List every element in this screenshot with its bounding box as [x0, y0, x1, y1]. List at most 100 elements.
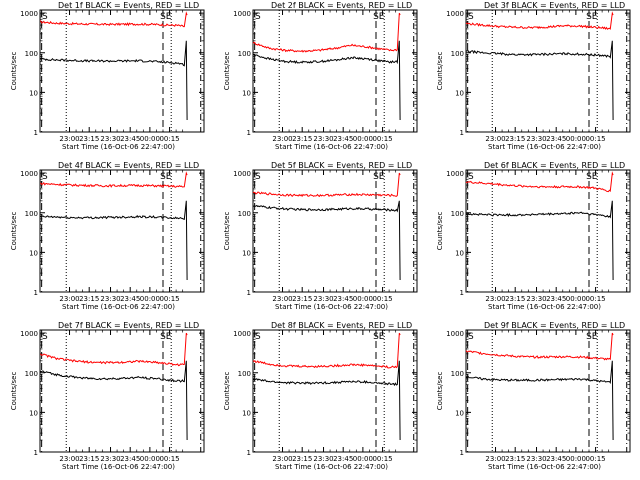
y-tick-label: 10 — [29, 409, 38, 417]
chart-panel-3: Det 3f BLACK = Events, RED = LLD 1 10 100 10… — [436, 1, 631, 151]
x-tick-label: 00:00 — [566, 295, 586, 303]
marker-start-label: S — [255, 12, 261, 22]
series-events-line — [252, 360, 401, 441]
y-tick-label: 100 — [451, 370, 464, 378]
y-axis-label: Counts/sec — [436, 372, 444, 411]
series-lld-line — [40, 171, 188, 188]
x-tick-label: 23:45 — [333, 295, 353, 303]
marker-end-label: SE — [586, 332, 598, 342]
series-lld-line — [252, 332, 401, 369]
y-axis-label: Counts/sec — [223, 52, 231, 91]
x-tick-label: 23:30 — [526, 455, 546, 463]
marker-end-label: SE — [373, 172, 385, 182]
chart-title: Det 8f BLACK = Events, RED = LLD — [271, 321, 412, 330]
x-tick-label: 23:30 — [100, 295, 120, 303]
marker-end-label: SE — [373, 332, 385, 342]
x-tick-label: 00:15 — [585, 135, 605, 143]
x-tick-label: 23:15 — [292, 295, 312, 303]
y-tick-label: 1000 — [446, 330, 464, 338]
marker-start-label: S — [42, 332, 48, 342]
x-tick-label: 23:45 — [546, 455, 566, 463]
chart-title: Det 7f BLACK = Events, RED = LLD — [58, 321, 199, 330]
y-tick-label: 1 — [247, 129, 251, 137]
y-tick-label: 10 — [242, 249, 251, 257]
y-axis-label: Counts/sec — [436, 52, 444, 91]
x-tick-label: 23:00 — [272, 295, 292, 303]
marker-start-label: S — [255, 332, 261, 342]
y-tick-label: 100 — [451, 210, 464, 218]
y-axis-label: Counts/sec — [436, 212, 444, 251]
x-axis-label: Start Time (16-Oct-06 22:47:00) — [275, 303, 388, 311]
y-tick-label: 10 — [242, 89, 251, 97]
series-lld-line — [40, 332, 188, 367]
x-tick-label: 23:45 — [120, 455, 140, 463]
x-tick-label: 00:15 — [585, 295, 605, 303]
x-tick-label: 23:15 — [79, 295, 99, 303]
x-tick-label: 00:00 — [353, 455, 373, 463]
x-tick-label: 23:00 — [59, 455, 79, 463]
x-axis-label: Start Time (16-Oct-06 22:47:00) — [62, 143, 175, 151]
y-tick-label: 100 — [25, 50, 38, 58]
x-tick-label: 23:30 — [526, 135, 546, 143]
chart-title: Det 6f BLACK = Events, RED = LLD — [484, 161, 625, 170]
x-tick-label: 00:15 — [159, 135, 179, 143]
y-axis-label: Counts/sec — [223, 372, 231, 411]
y-tick-label: 1 — [247, 289, 251, 297]
chart-title: Det 5f BLACK = Events, RED = LLD — [271, 161, 412, 170]
x-axis-label: Start Time (16-Oct-06 22:47:00) — [488, 303, 601, 311]
y-tick-label: 10 — [29, 249, 38, 257]
x-axis-label: Start Time (16-Oct-06 22:47:00) — [62, 463, 175, 471]
x-tick-label: 23:30 — [313, 135, 333, 143]
y-tick-label: 1 — [247, 449, 251, 457]
y-axis-label: Counts/sec — [223, 212, 231, 251]
x-tick-label: 23:30 — [313, 295, 333, 303]
x-tick-label: 23:00 — [272, 455, 292, 463]
marker-start-label: S — [42, 12, 48, 22]
x-tick-label: 23:00 — [485, 135, 505, 143]
x-tick-label: 23:30 — [526, 295, 546, 303]
x-tick-label: 00:15 — [159, 295, 179, 303]
chart-panel-5: Det 5f BLACK = Events, RED = LLD 1 10 100 10… — [223, 161, 418, 311]
series-lld-line — [252, 172, 401, 198]
y-axis-label: Counts/sec — [10, 372, 18, 411]
x-tick-label: 23:15 — [292, 135, 312, 143]
marker-start-label: S — [42, 172, 48, 182]
series-events-line — [465, 40, 614, 121]
x-tick-label: 00:00 — [140, 135, 160, 143]
y-tick-label: 100 — [238, 210, 251, 218]
marker-start-label: S — [468, 332, 474, 342]
x-tick-label: 00:15 — [159, 455, 179, 463]
series-events-line — [465, 360, 614, 441]
x-tick-label: 23:45 — [546, 295, 566, 303]
x-tick-label: 00:00 — [566, 135, 586, 143]
x-tick-label: 23:00 — [272, 135, 292, 143]
x-axis-label: Start Time (16-Oct-06 22:47:00) — [62, 303, 175, 311]
plot-frame — [465, 169, 631, 293]
y-tick-label: 10 — [29, 89, 38, 97]
x-tick-label: 23:30 — [100, 135, 120, 143]
chart-title: Det 4f BLACK = Events, RED = LLD — [58, 161, 199, 170]
x-tick-label: 23:00 — [59, 295, 79, 303]
x-tick-label: 23:45 — [333, 455, 353, 463]
x-tick-label: 23:00 — [485, 455, 505, 463]
marker-end-label: SE — [586, 172, 598, 182]
y-tick-label: 1000 — [233, 330, 251, 338]
x-tick-label: 23:45 — [120, 295, 140, 303]
y-tick-label: 1000 — [233, 170, 251, 178]
x-tick-label: 00:00 — [353, 295, 373, 303]
plot-frame — [252, 169, 418, 293]
chart-panel-8: Det 8f BLACK = Events, RED = LLD 1 10 100 10… — [223, 321, 418, 471]
y-tick-label: 1 — [460, 449, 464, 457]
x-tick-label: 00:15 — [372, 135, 392, 143]
y-tick-label: 1 — [34, 289, 38, 297]
series-events-line — [39, 360, 188, 441]
x-tick-label: 23:15 — [505, 295, 525, 303]
y-tick-label: 1000 — [20, 330, 38, 338]
x-tick-label: 00:00 — [140, 295, 160, 303]
y-tick-label: 10 — [455, 89, 464, 97]
x-tick-label: 23:45 — [120, 135, 140, 143]
chart-title: Det 2f BLACK = Events, RED = LLD — [271, 1, 412, 10]
plot-frame — [39, 9, 205, 133]
chart-panel-7: Det 7f BLACK = Events, RED = LLD 1 10 100 10… — [10, 321, 205, 471]
